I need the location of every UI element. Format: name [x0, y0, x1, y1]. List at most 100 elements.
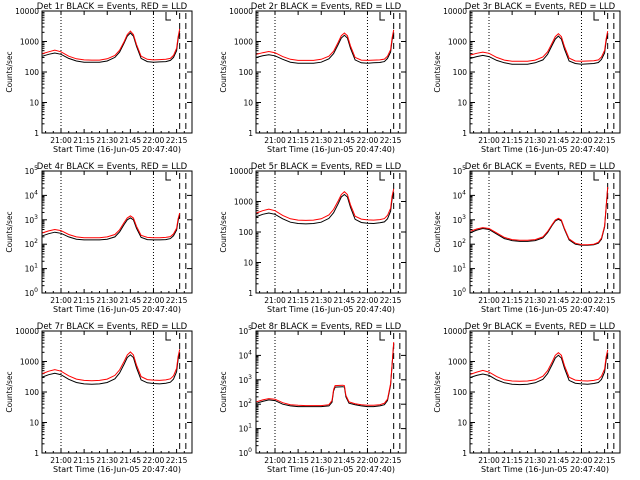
x-tick-label: 22:15 [166, 136, 188, 145]
y-tick-label: 1 [34, 449, 39, 458]
x-tick-label: 22:00 [571, 136, 593, 145]
y-tick-label: 1 [248, 289, 253, 298]
series-line-events [42, 352, 181, 385]
x-tick-label: 22:00 [357, 296, 379, 305]
detector-panel-9: Det 9r BLACK = Events, RED = LLD 21:00 21:… [433, 322, 621, 474]
bracket-marker [379, 12, 385, 21]
x-tick-label: 22:00 [571, 296, 593, 305]
y-tick-label: 100 [25, 68, 40, 77]
x-tick-label: 22:15 [380, 456, 402, 465]
x-tick-label: 21:15 [73, 456, 95, 465]
x-axis-label: Start Time (16-Jun-05 20:47:40) [267, 305, 395, 314]
x-tick-label: 21:45 [334, 296, 356, 305]
x-tick-label: 22:00 [143, 136, 165, 145]
x-tick-label: 22:15 [380, 296, 402, 305]
y-axis-label: Counts/sec [433, 211, 442, 252]
y-axis-label: Counts/sec [433, 371, 442, 412]
x-tick-label: 22:00 [357, 456, 379, 465]
series-line-lld [256, 342, 395, 407]
y-tick-label: 10000 [15, 327, 39, 336]
y-tick-label: 102 [25, 238, 39, 249]
x-axis-label: Start Time (16-Jun-05 20:47:40) [481, 305, 609, 314]
y-tick-label: 102 [453, 238, 467, 249]
y-tick-label: 105 [25, 165, 39, 176]
plot-frame [469, 330, 621, 454]
x-tick-label: 21:45 [548, 296, 570, 305]
x-tick-label: 21:30 [310, 136, 332, 145]
series-line-lld [256, 29, 395, 61]
y-axis-label: Counts/sec [5, 371, 14, 412]
y-tick-label: 101 [25, 263, 39, 274]
y-tick-label: 10000 [443, 7, 467, 16]
y-tick-label: 1000 [448, 358, 467, 367]
y-tick-label: 103 [25, 214, 39, 225]
x-tick-label: 22:00 [143, 456, 165, 465]
x-tick-label: 22:15 [166, 456, 188, 465]
y-tick-label: 103 [453, 214, 467, 225]
x-axis-label: Start Time (16-Jun-05 20:47:40) [481, 465, 609, 474]
plot-frame [255, 10, 407, 134]
series-line-events [470, 352, 609, 386]
y-tick-label: 10 [29, 99, 39, 108]
y-tick-label: 105 [453, 165, 467, 176]
x-tick-label: 21:45 [334, 136, 356, 145]
x-tick-label: 21:45 [120, 136, 142, 145]
x-axis-label: Start Time (16-Jun-05 20:47:40) [53, 465, 181, 474]
panel-title: Det 5r BLACK = Events, RED = LLD [251, 162, 402, 172]
panel-title: Det 9r BLACK = Events, RED = LLD [465, 322, 616, 332]
bracket-marker [165, 12, 171, 21]
y-tick-label: 104 [25, 189, 39, 200]
x-tick-label: 21:15 [287, 456, 309, 465]
x-tick-label: 21:30 [524, 456, 546, 465]
y-tick-label: 104 [453, 189, 467, 200]
x-tick-label: 21:30 [524, 136, 546, 145]
series-line-events [42, 31, 181, 63]
y-axis-label: Counts/sec [5, 51, 14, 92]
y-axis-label: Counts/sec [5, 211, 14, 252]
x-tick-label: 21:00 [264, 296, 286, 305]
x-axis-label: Start Time (16-Jun-05 20:47:40) [267, 465, 395, 474]
x-tick-label: 22:15 [380, 136, 402, 145]
y-tick-label: 1000 [20, 38, 39, 47]
plot-frame [41, 170, 193, 294]
panel-title: Det 1r BLACK = Events, RED = LLD [37, 2, 188, 12]
x-axis-label: Start Time (16-Jun-05 20:47:40) [481, 145, 609, 154]
y-tick-label: 10 [243, 99, 253, 108]
x-tick-label: 21:30 [310, 296, 332, 305]
x-tick-label: 22:15 [594, 136, 616, 145]
series-line-lld [470, 349, 609, 382]
x-tick-label: 21:45 [548, 456, 570, 465]
series-line-events [256, 32, 395, 64]
x-tick-label: 21:00 [50, 296, 72, 305]
y-tick-label: 1000 [234, 198, 253, 207]
series-line-events [256, 191, 395, 225]
x-tick-label: 21:00 [50, 456, 72, 465]
panel-title: Det 8r BLACK = Events, RED = LLD [251, 322, 402, 332]
y-axis-label: Counts/sec [219, 211, 228, 252]
series-line-lld [42, 349, 181, 382]
x-axis-label: Start Time (16-Jun-05 20:47:40) [53, 145, 181, 154]
y-tick-label: 1 [34, 129, 39, 138]
y-tick-label: 100 [25, 388, 40, 397]
y-axis-label: Counts/sec [219, 51, 228, 92]
plot-frame [41, 10, 193, 134]
x-tick-label: 21:00 [478, 456, 500, 465]
series-line-lld [470, 31, 609, 62]
x-tick-label: 21:30 [310, 456, 332, 465]
y-axis-label: Counts/sec [433, 51, 442, 92]
bracket-marker [593, 332, 599, 341]
x-tick-label: 21:00 [264, 456, 286, 465]
series-line-events [256, 343, 395, 408]
y-tick-label: 10 [243, 259, 253, 268]
y-tick-label: 1000 [234, 38, 253, 47]
y-tick-label: 1 [462, 449, 467, 458]
x-tick-label: 21:30 [96, 456, 118, 465]
panel-title: Det 6r BLACK = Events, RED = LLD [465, 162, 616, 172]
y-tick-label: 1000 [448, 38, 467, 47]
y-tick-label: 100 [453, 287, 467, 298]
y-tick-label: 10000 [15, 7, 39, 16]
